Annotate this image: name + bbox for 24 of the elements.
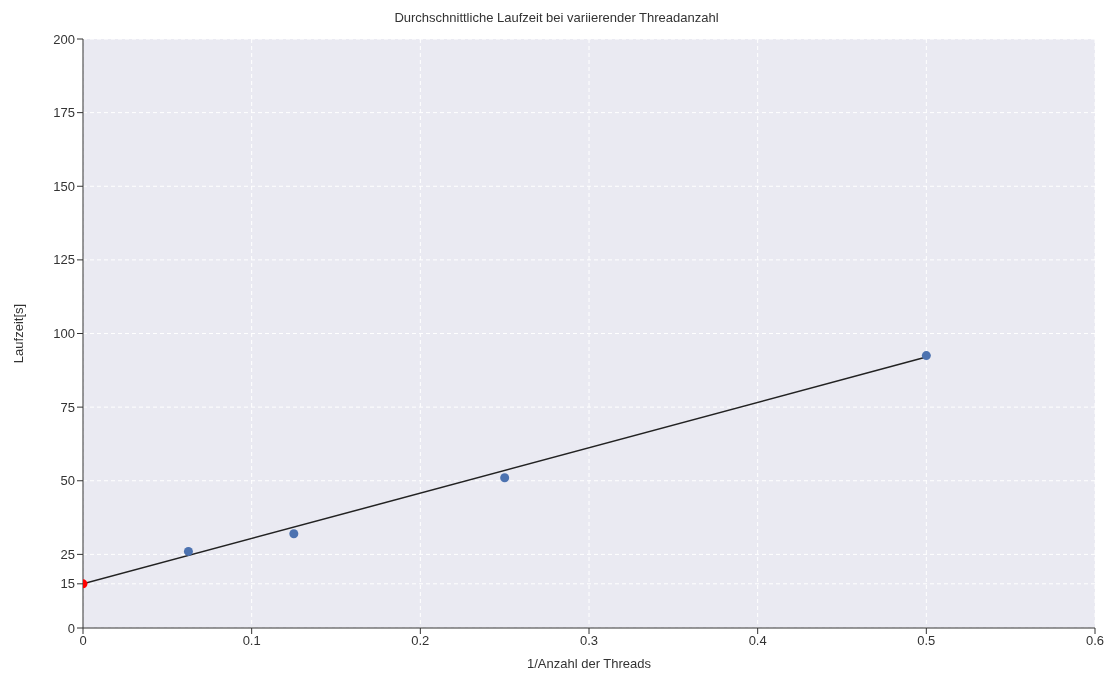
y-axis-title: Laufzeit[s] — [10, 303, 26, 364]
x-tick-label: 0.1 — [242, 633, 261, 649]
chart-title: Durchschnittliche Laufzeit bei variierender Threadanzahl — [393, 9, 720, 27]
y-tick-label: 75 — [60, 399, 75, 415]
x-axis-title: 1/Anzahl der Threads — [526, 656, 652, 671]
y-tick-label: 15 — [60, 576, 75, 592]
point — [500, 473, 510, 483]
x-tick-label: 0 — [79, 633, 87, 649]
x-tick-label: 0.2 — [411, 633, 430, 649]
point — [921, 351, 931, 361]
y-tick-label: 125 — [53, 252, 75, 268]
y-tick-label: 50 — [60, 473, 75, 489]
point — [289, 529, 299, 539]
y-tick-label: 25 — [60, 546, 75, 562]
x-tick-label: 0.4 — [748, 633, 767, 649]
y-tick-label: 175 — [53, 105, 75, 121]
x-tick-label: 0.3 — [579, 633, 599, 649]
y-tick-label: 0 — [67, 620, 75, 636]
y-tick-label: 200 — [53, 31, 75, 47]
point — [183, 546, 193, 556]
y-tick-label: 150 — [53, 178, 75, 194]
y-tick-label: 100 — [53, 326, 75, 342]
x-tick-label: 0.5 — [917, 633, 936, 649]
x-tick-label: 0.6 — [1085, 633, 1105, 649]
